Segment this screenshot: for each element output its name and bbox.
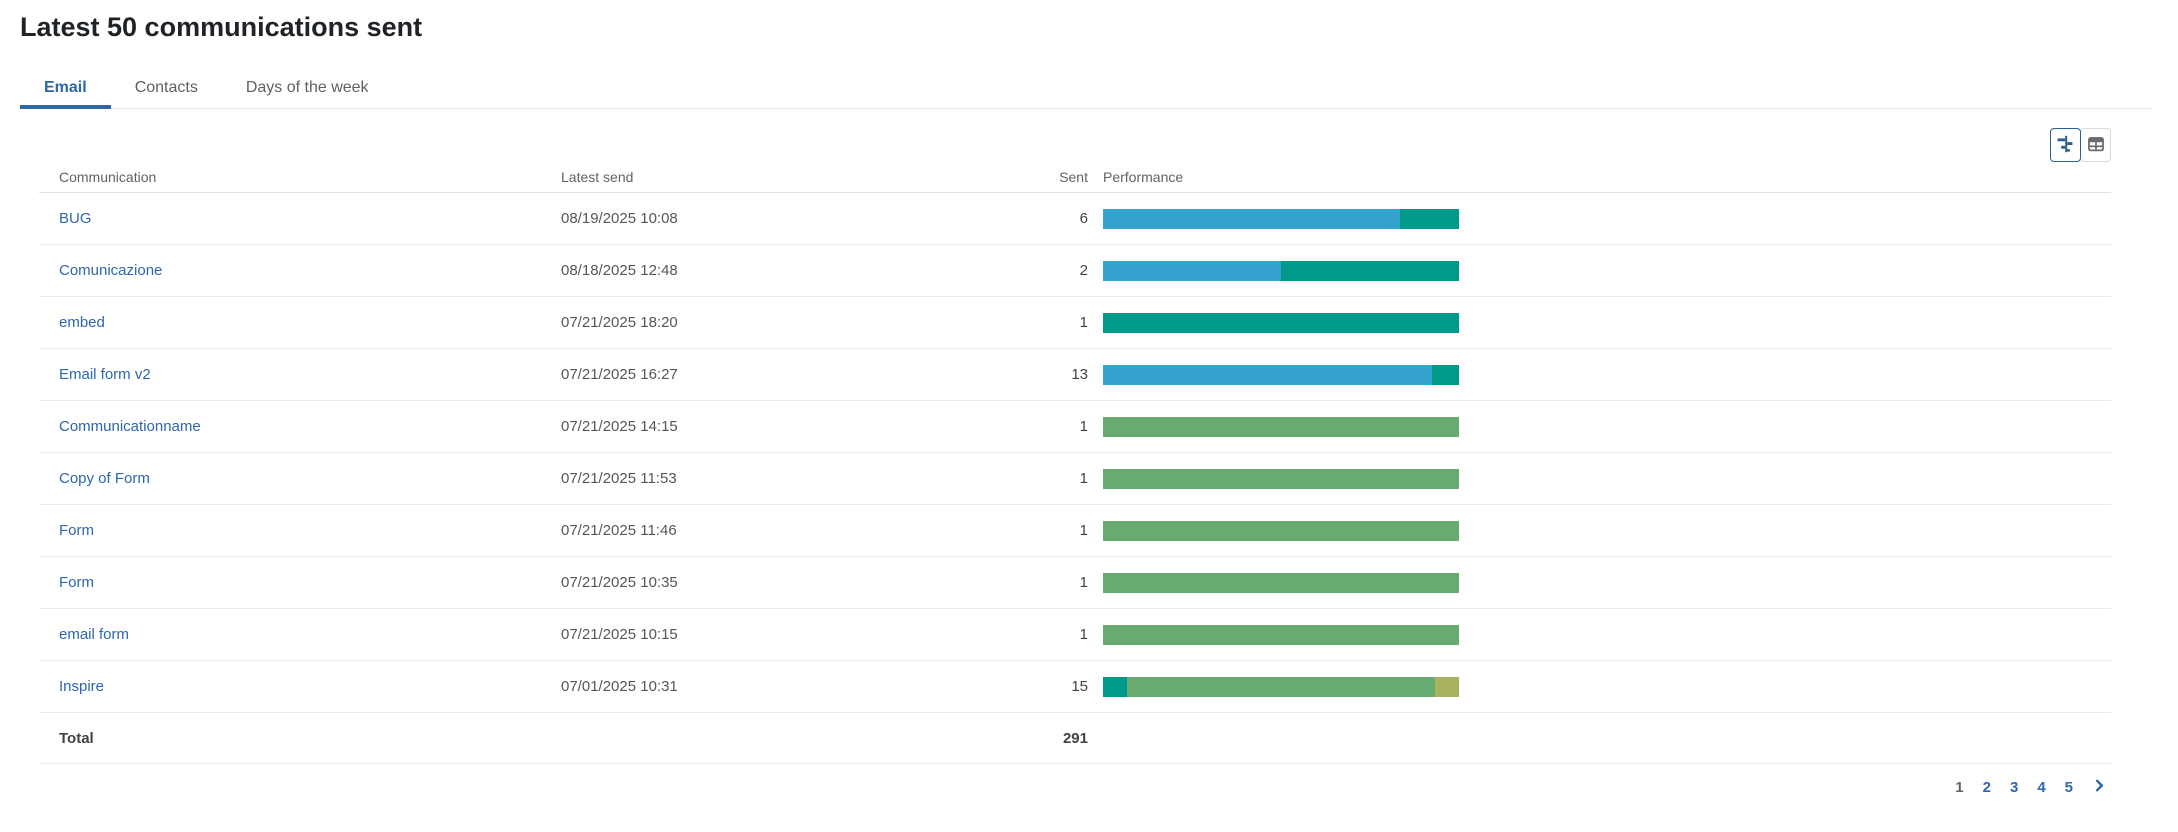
communications-table: Communication Latest send Sent Performan… <box>39 162 2111 764</box>
column-header-latest-send: Latest send <box>561 169 634 185</box>
next-page-button[interactable] <box>2092 778 2107 796</box>
table-row: Copy of Form 07/21/2025 11:53 1 <box>39 453 2111 505</box>
sent-cell: 13 <box>1071 366 1088 383</box>
bar-segment-teal <box>1103 312 1459 333</box>
page-link-1[interactable]: 1 <box>1955 778 1964 796</box>
total-label: Total <box>59 729 94 747</box>
dashboard-page: Latest 50 communications sent Email Conta… <box>0 12 2178 796</box>
sent-cell: 1 <box>1079 522 1088 539</box>
performance-bar <box>1103 208 1459 229</box>
sent-cell: 6 <box>1079 210 1088 227</box>
page-link-2[interactable]: 2 <box>1982 778 1991 796</box>
communication-link[interactable]: Email form v2 <box>59 366 151 383</box>
performance-bar <box>1103 624 1459 645</box>
latest-send-cell: 07/21/2025 10:35 <box>561 574 678 591</box>
table-row: Communicationname 07/21/2025 14:15 1 <box>39 401 2111 453</box>
latest-send-cell: 07/21/2025 10:15 <box>561 626 678 643</box>
bar-segment-blue <box>1103 208 1400 229</box>
table-row: Comunicazione 08/18/2025 12:48 2 <box>39 245 2111 297</box>
page-link-4[interactable]: 4 <box>2037 778 2046 796</box>
bar-segment-teal <box>1281 260 1459 281</box>
chart-view-button[interactable] <box>2050 128 2081 162</box>
column-header-communication: Communication <box>59 169 157 185</box>
tab-contacts[interactable]: Contacts <box>134 79 198 96</box>
sent-cell: 15 <box>1071 678 1088 695</box>
performance-bar <box>1103 364 1459 385</box>
tab-days-of-the-week[interactable]: Days of the week <box>245 79 369 96</box>
latest-send-cell: 07/21/2025 16:27 <box>561 366 678 383</box>
communications-panel: Communication Latest send Sent Performan… <box>39 128 2111 796</box>
table-row: email form 07/21/2025 10:15 1 <box>39 609 2111 661</box>
page-title: Latest 50 communications sent <box>20 12 423 42</box>
page-link-3[interactable]: 3 <box>2009 778 2019 796</box>
latest-send-cell: 07/21/2025 18:20 <box>561 314 678 331</box>
bar-segment-green <box>1103 468 1459 489</box>
sent-cell: 1 <box>1079 626 1088 643</box>
latest-send-cell: 07/21/2025 14:15 <box>561 418 678 435</box>
sent-cell: 1 <box>1079 470 1088 487</box>
performance-bar <box>1103 572 1459 593</box>
bar-segment-green <box>1103 624 1459 645</box>
chevron-right-icon <box>2092 778 2107 796</box>
latest-send-cell: 07/01/2025 10:31 <box>561 678 678 695</box>
page-link-5[interactable]: 5 <box>2064 778 2073 796</box>
table-view-button[interactable] <box>2080 128 2111 162</box>
communication-link[interactable]: embed <box>59 314 105 331</box>
tornado-chart-icon <box>2056 134 2076 157</box>
column-header-performance: Performance <box>1103 169 1184 185</box>
bar-segment-blue <box>1103 260 1281 281</box>
bar-segment-blue <box>1103 364 1432 385</box>
view-toolbar <box>39 128 2111 162</box>
communication-link[interactable]: Form <box>59 522 94 539</box>
bar-segment-green <box>1103 572 1459 593</box>
latest-send-cell: 08/18/2025 12:48 <box>561 262 678 279</box>
table-grid-icon <box>2086 134 2106 157</box>
table-header: Communication Latest send Sent Performan… <box>39 162 2111 193</box>
bar-segment-green <box>1103 416 1459 437</box>
communication-link[interactable]: email form <box>59 626 130 643</box>
sent-cell: 1 <box>1079 418 1088 435</box>
communication-link[interactable]: Comunicazione <box>59 262 163 279</box>
bar-segment-olive <box>1435 676 1459 697</box>
performance-bar <box>1103 520 1459 541</box>
latest-send-cell: 07/21/2025 11:46 <box>561 522 677 539</box>
table-body: BUG 08/19/2025 10:08 6 Comunicazione 08/… <box>39 193 2111 713</box>
sent-cell: 2 <box>1079 262 1088 279</box>
view-toggle-group <box>2050 128 2111 162</box>
sent-cell: 1 <box>1079 574 1088 591</box>
table-row: Form 07/21/2025 10:35 1 <box>39 557 2111 609</box>
performance-bar <box>1103 468 1459 489</box>
bar-segment-green <box>1103 520 1459 541</box>
performance-bar <box>1103 260 1459 281</box>
performance-bar <box>1103 676 1459 697</box>
column-header-sent: Sent <box>1059 169 1088 185</box>
tab-bar: Email Contacts Days of the week <box>20 73 2153 109</box>
communication-link[interactable]: Inspire <box>59 678 105 695</box>
table-row: Inspire 07/01/2025 10:31 15 <box>39 661 2111 713</box>
bar-segment-green <box>1126 676 1436 697</box>
table-row: Email form v2 07/21/2025 16:27 13 <box>39 349 2111 401</box>
bar-segment-teal <box>1399 208 1459 229</box>
performance-bar <box>1103 312 1459 333</box>
table-row: Form 07/21/2025 11:46 1 <box>39 505 2111 557</box>
total-row: Total 291 <box>39 713 2111 764</box>
communication-link[interactable]: Communicationname <box>59 418 201 435</box>
table-row: embed 07/21/2025 18:20 1 <box>39 297 2111 349</box>
latest-send-cell: 07/21/2025 11:53 <box>561 470 677 487</box>
communication-link[interactable]: Copy of Form <box>59 470 150 487</box>
latest-send-cell: 08/19/2025 10:08 <box>561 210 678 227</box>
total-sent-value: 291 <box>1062 729 1088 747</box>
table-row: BUG 08/19/2025 10:08 6 <box>39 193 2111 245</box>
sent-cell: 1 <box>1079 314 1088 331</box>
performance-bar <box>1103 416 1459 437</box>
bar-segment-teal <box>1103 676 1127 697</box>
communication-link[interactable]: Form <box>59 574 94 591</box>
bar-segment-teal <box>1431 364 1459 385</box>
communication-link[interactable]: BUG <box>59 210 92 227</box>
tab-email[interactable]: Email <box>20 73 111 109</box>
